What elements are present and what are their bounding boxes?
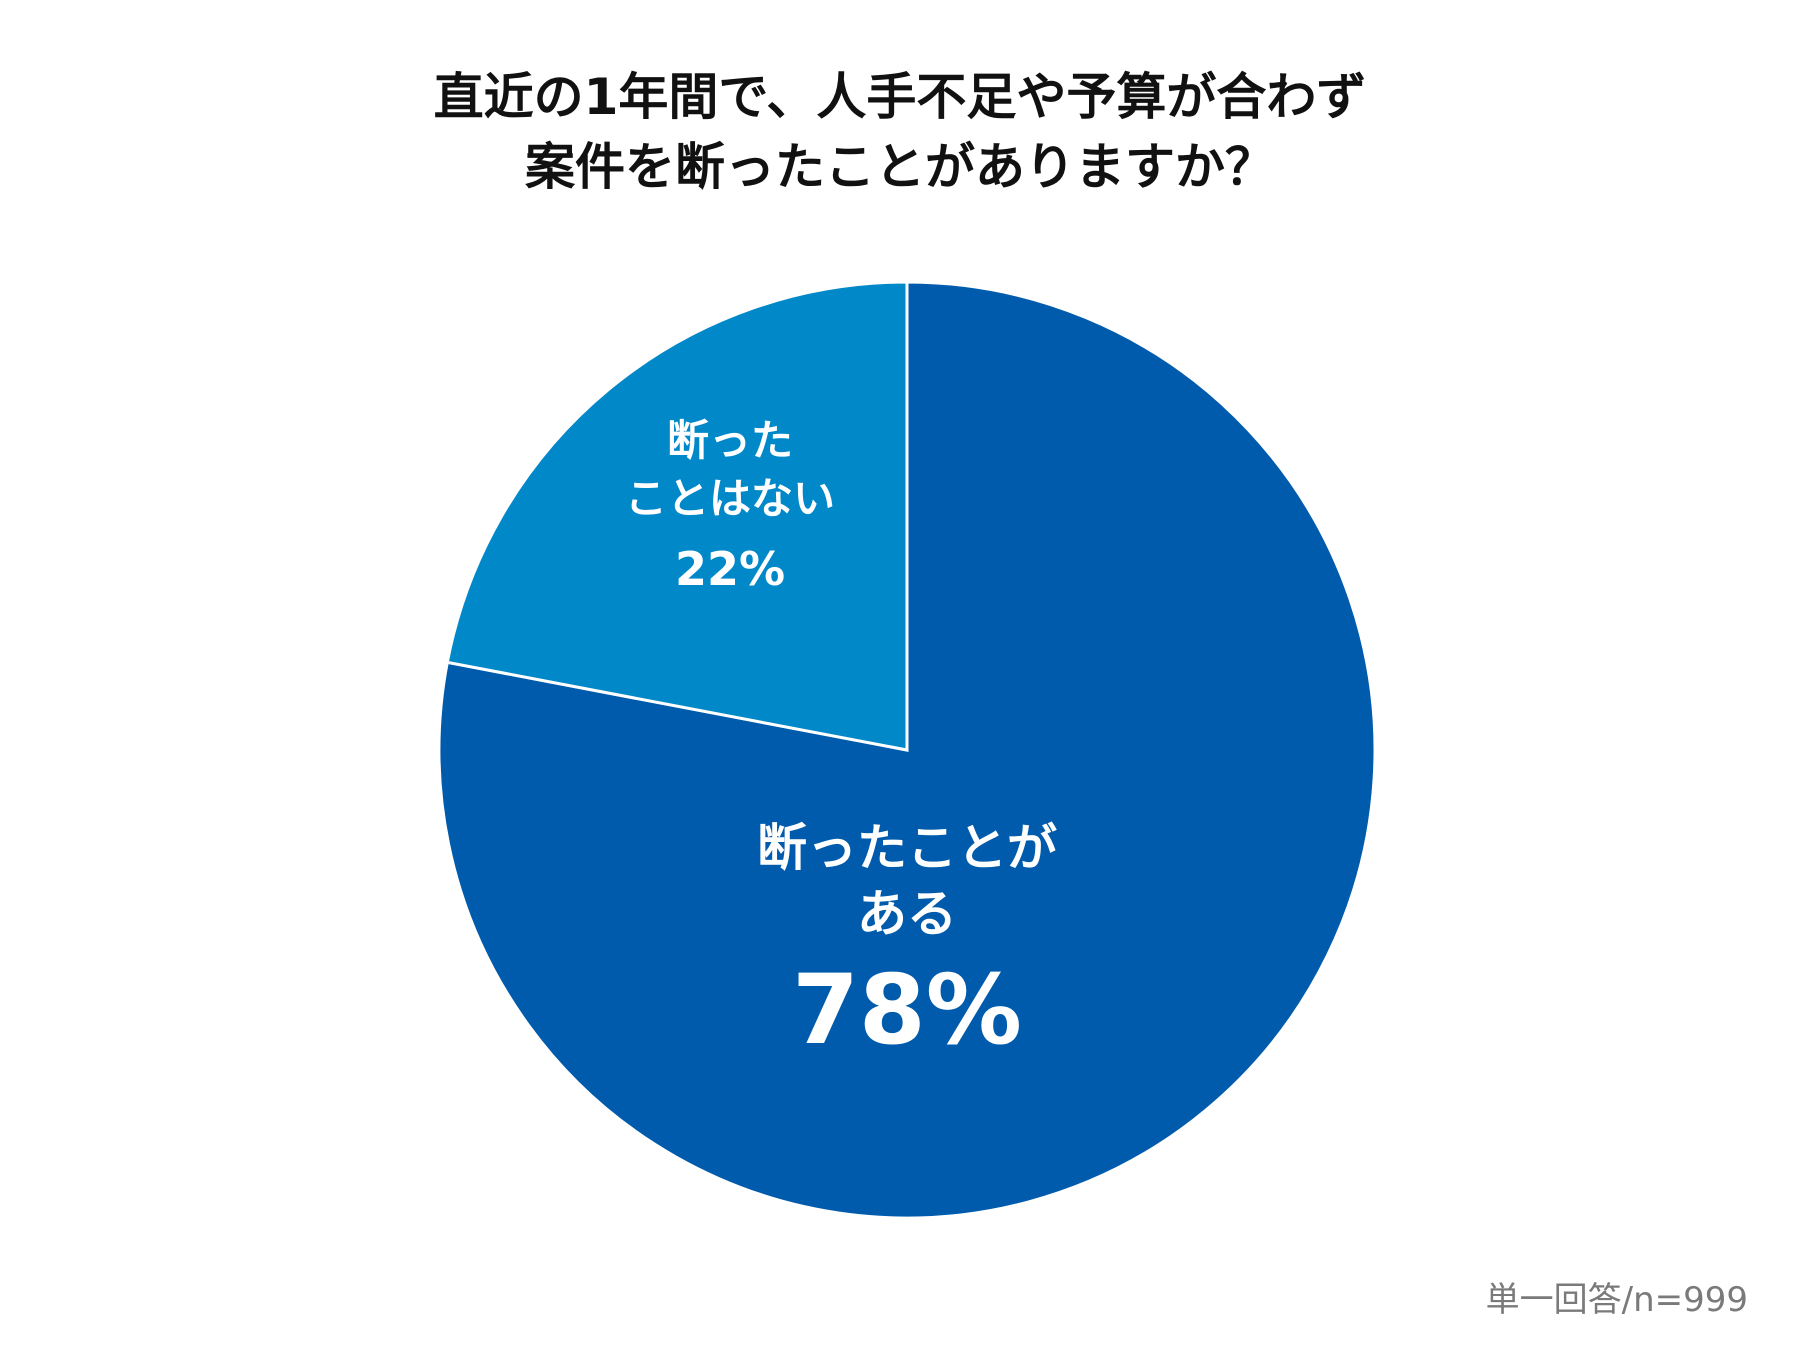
chart-title-line-2: 案件を断ったことがありますか？ xyxy=(525,138,1275,196)
slice-value-label: 22% xyxy=(675,542,785,596)
chart-title-line-1: 直近の1年間で、人手不足や予算が合わず xyxy=(433,68,1367,126)
slice-label-line: 断った xyxy=(667,416,793,465)
slice-label-line: ことはない xyxy=(625,474,835,523)
slice-label-line: ある xyxy=(857,885,957,943)
slice-never-refused xyxy=(445,280,909,752)
sample-size-footnote: 単一回答/n=999 xyxy=(1485,1280,1748,1320)
slice-value-label: 78% xyxy=(792,954,1022,1066)
chart-title: 直近の1年間で、人手不足や予算が合わず 案件を断ったことがありますか？ xyxy=(0,62,1800,202)
slice-label-line: 断ったことが xyxy=(757,819,1057,877)
